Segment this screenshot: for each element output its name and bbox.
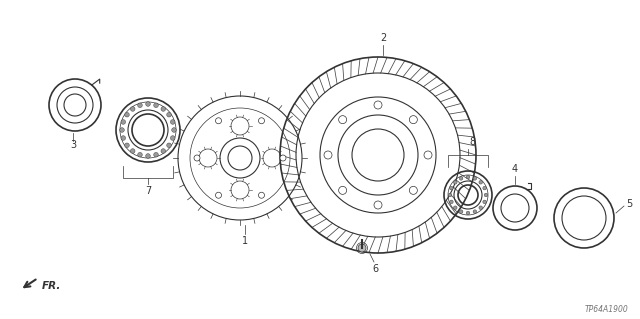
Circle shape: [161, 149, 166, 153]
Circle shape: [125, 112, 129, 117]
Circle shape: [473, 210, 477, 213]
Circle shape: [167, 143, 172, 148]
Circle shape: [280, 155, 286, 161]
Circle shape: [259, 118, 264, 124]
Text: 3: 3: [70, 140, 76, 150]
Circle shape: [170, 136, 175, 140]
Circle shape: [125, 143, 129, 148]
Circle shape: [146, 102, 150, 106]
Circle shape: [138, 152, 142, 157]
Text: 8: 8: [469, 137, 475, 147]
Circle shape: [358, 244, 366, 252]
Circle shape: [410, 116, 417, 124]
Circle shape: [483, 186, 486, 190]
Circle shape: [161, 107, 166, 111]
Circle shape: [454, 206, 457, 210]
Circle shape: [131, 149, 135, 153]
Circle shape: [324, 151, 332, 159]
Text: 6: 6: [372, 264, 378, 274]
Circle shape: [460, 210, 463, 213]
Text: TP64A1900: TP64A1900: [584, 306, 628, 315]
Circle shape: [120, 128, 124, 132]
Circle shape: [121, 136, 125, 140]
Circle shape: [479, 181, 483, 184]
Circle shape: [138, 103, 142, 108]
Text: 4: 4: [512, 164, 518, 174]
Text: 1: 1: [242, 236, 248, 246]
Text: 2: 2: [380, 33, 386, 43]
Text: 5: 5: [626, 199, 632, 209]
Circle shape: [449, 200, 453, 204]
Circle shape: [374, 101, 382, 109]
Circle shape: [454, 181, 457, 184]
Text: FR.: FR.: [42, 281, 61, 291]
Circle shape: [154, 152, 158, 157]
Circle shape: [216, 118, 221, 124]
Circle shape: [410, 186, 417, 194]
Circle shape: [466, 175, 470, 179]
Circle shape: [473, 177, 477, 180]
Circle shape: [131, 107, 135, 111]
Circle shape: [424, 151, 432, 159]
Circle shape: [466, 211, 470, 215]
Circle shape: [374, 201, 382, 209]
Circle shape: [339, 116, 347, 124]
Circle shape: [259, 192, 264, 198]
Circle shape: [146, 154, 150, 158]
Text: 7: 7: [145, 186, 151, 196]
Circle shape: [460, 177, 463, 180]
Circle shape: [170, 120, 175, 124]
Circle shape: [479, 206, 483, 210]
Circle shape: [194, 155, 200, 161]
Circle shape: [216, 192, 221, 198]
Circle shape: [154, 103, 158, 108]
Circle shape: [172, 128, 176, 132]
Circle shape: [449, 186, 453, 190]
Circle shape: [483, 200, 486, 204]
Circle shape: [167, 112, 172, 117]
Circle shape: [121, 120, 125, 124]
Circle shape: [448, 193, 452, 197]
Circle shape: [484, 193, 488, 197]
Circle shape: [339, 186, 347, 194]
